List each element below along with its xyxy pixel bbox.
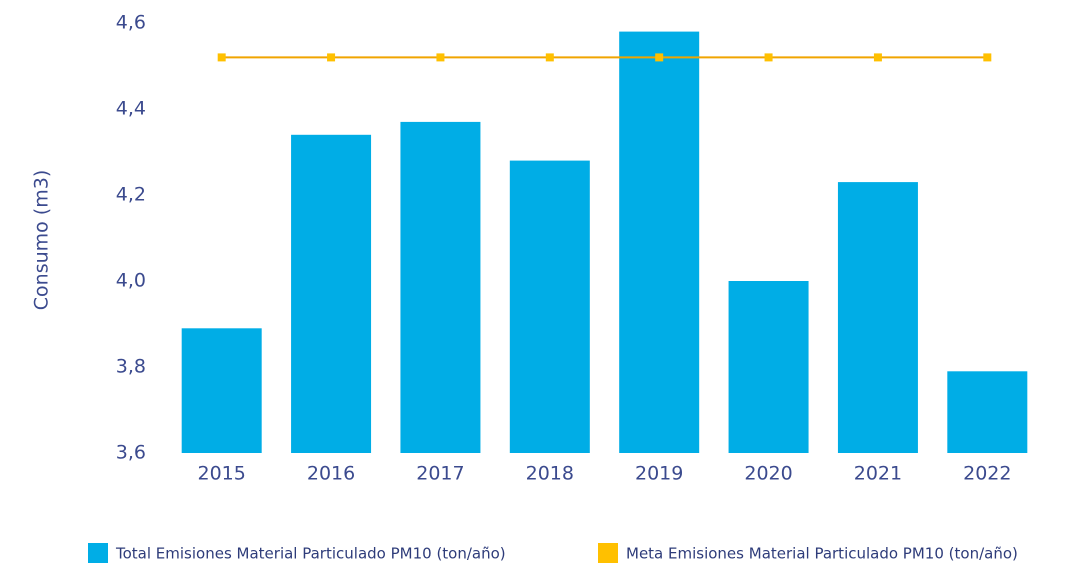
y-tick-label: 4,0	[116, 270, 146, 292]
x-tick-label: 2020	[744, 463, 792, 485]
y-tick-label: 3,6	[116, 442, 146, 464]
bar	[400, 121, 481, 454]
line-marker	[545, 53, 554, 62]
bar	[509, 160, 590, 453]
legend-swatch	[88, 543, 108, 563]
legend-swatch	[598, 543, 618, 563]
line-marker	[983, 53, 992, 62]
bar	[837, 182, 918, 453]
bar	[291, 134, 372, 454]
x-tick-label: 2022	[963, 463, 1011, 485]
x-tick-label: 2017	[416, 463, 464, 485]
line-marker	[436, 53, 445, 62]
line-marker	[655, 53, 664, 62]
x-tick-label: 2021	[854, 463, 902, 485]
bar	[181, 328, 262, 453]
legend-label: Total Emisiones Material Particulado PM1…	[115, 545, 506, 563]
x-tick-label: 2016	[307, 463, 355, 485]
y-tick-label: 4,6	[116, 12, 146, 34]
x-tick-label: 2019	[635, 463, 683, 485]
line-marker	[327, 53, 336, 62]
line-marker	[217, 53, 226, 62]
y-axis-label: Consumo (m3)	[31, 170, 53, 310]
x-tick-label: 2018	[526, 463, 574, 485]
x-tick-label: 2015	[198, 463, 246, 485]
line-marker	[873, 53, 882, 62]
y-tick-label: 4,2	[116, 184, 146, 206]
bar	[728, 281, 809, 453]
line-marker	[764, 53, 773, 62]
y-tick-label: 3,8	[116, 356, 146, 378]
y-tick-label: 4,4	[116, 98, 146, 120]
legend-label: Meta Emisiones Material Particulado PM10…	[626, 545, 1018, 563]
bar	[947, 371, 1028, 453]
bar	[619, 31, 700, 453]
